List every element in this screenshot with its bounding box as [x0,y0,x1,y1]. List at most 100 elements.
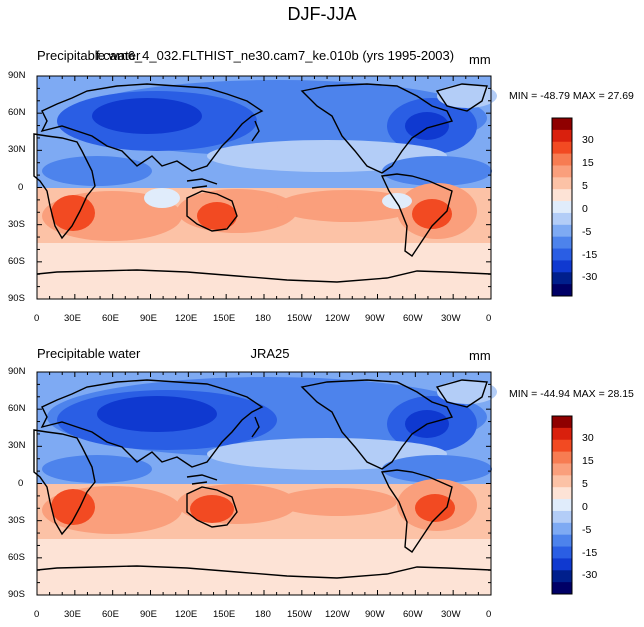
colorbar-label: 15 [582,157,594,169]
colorbar-swatch [552,189,572,202]
lat-label: 90S [8,589,25,600]
colorbar-label: 30 [582,432,594,444]
coastline-africa [33,429,96,536]
min-max-text: MIN = -48.79 MAX = 27.69 [509,90,634,102]
colorbar-swatch [552,118,572,131]
lon-label: 180 [255,609,271,620]
colorbar-swatch [552,224,572,238]
lat-label: 90N [8,70,26,81]
colorbar-swatch [552,260,572,273]
lat-label: 60N [8,107,26,118]
colorbar-swatch [552,558,572,571]
lon-label: 0 [486,313,492,324]
lon-label: 150E [213,313,236,324]
axis-ticks [36,75,492,300]
colorbar-label: -5 [582,524,592,536]
panel-units: mm [469,52,491,67]
lon-label: 120E [175,313,198,324]
colorbar-swatch [552,177,572,190]
panel-units: mm [469,348,491,363]
colorbar-swatch [552,212,572,226]
lon-label: 0 [34,313,40,324]
lon-label: 180 [255,313,271,324]
coastline-eurasia [40,83,264,172]
colorbar-label: 5 [582,478,588,490]
colorbar-swatch [552,416,572,429]
lat-label: 30N [8,144,26,155]
lat-label: 30S [8,219,25,230]
lat-label: 60N [8,403,26,414]
coastline-japan [251,120,260,142]
map-field [37,372,497,595]
map-plot [33,75,497,300]
lon-label: 30W [441,609,461,620]
min-max-text: MIN = -44.94 MAX = 28.15 [509,388,634,400]
lon-label: 60E [102,609,119,620]
lon-label: 120E [175,609,198,620]
lat-label: 60S [8,256,25,267]
coastline-north-america [300,379,454,470]
coastline-africa [33,133,96,240]
colorbar-swatch [552,451,572,464]
coastline-australia [186,486,238,528]
panel-left-title: Precipitable water [37,48,141,63]
colorbar-label: -15 [582,547,598,559]
coastlines [33,83,492,283]
colorbar-swatch [552,427,572,441]
colorbar-swatch [552,487,572,500]
colorbar [551,117,573,297]
lon-label: 30E [64,313,81,324]
coastline-south-america [380,173,453,257]
coastline-eurasia [40,379,264,468]
coastline-antarctica [36,269,492,283]
coastlines [33,379,492,579]
colorbar-label: -30 [582,569,598,581]
lon-label: 150W [287,609,312,620]
colorbar-swatch [552,499,572,512]
colorbar-swatch [552,522,572,536]
lat-label: 60S [8,552,25,563]
colorbar-label: 15 [582,455,594,467]
panel-left-title: Precipitable water [37,346,141,361]
colorbar-swatch [552,439,572,453]
colorbar-frame [551,415,573,595]
lat-label: 90S [8,293,25,304]
colorbar-swatch [552,284,572,297]
lon-label: 0 [486,609,492,620]
lat-label: 0 [18,182,24,193]
colorbar-frame [551,117,573,297]
colorbar-swatch [552,141,572,155]
lat-label: 90N [8,366,26,377]
lon-label: 90E [140,313,157,324]
coastline-maritime [186,474,218,485]
coastline-maritime [186,178,218,189]
colorbar-swatch [552,236,572,250]
coastline-greenland [435,379,488,408]
coastline-greenland [435,83,488,112]
lon-label: 30E [64,609,81,620]
lat-label: 30N [8,440,26,451]
colorbar-swatch [552,582,572,595]
panel-center-title: JRA25 [250,346,290,361]
lat-label: 0 [18,478,24,489]
colorbar-swatch [552,248,572,261]
colorbar-swatch [552,510,572,524]
lon-label: 90W [365,313,385,324]
colorbar-swatch [552,201,572,214]
lon-label: 30W [441,313,461,324]
lon-label: 60E [102,313,119,324]
colorbar-label: 0 [582,501,588,513]
lon-label: 90W [365,609,385,620]
lon-label: 90E [140,609,157,620]
lon-label: 120W [325,313,350,324]
colorbar-swatch [552,534,572,548]
colorbar-swatch [552,272,572,285]
coastline-japan [251,416,260,438]
colorbar-label: -30 [582,271,598,283]
lon-label: 60W [403,609,423,620]
coastline-antarctica [36,565,492,579]
colorbar-label: 0 [582,203,588,215]
axis-ticks [36,371,492,596]
coastline-south-america [380,469,453,553]
colorbar-swatch [552,546,572,559]
